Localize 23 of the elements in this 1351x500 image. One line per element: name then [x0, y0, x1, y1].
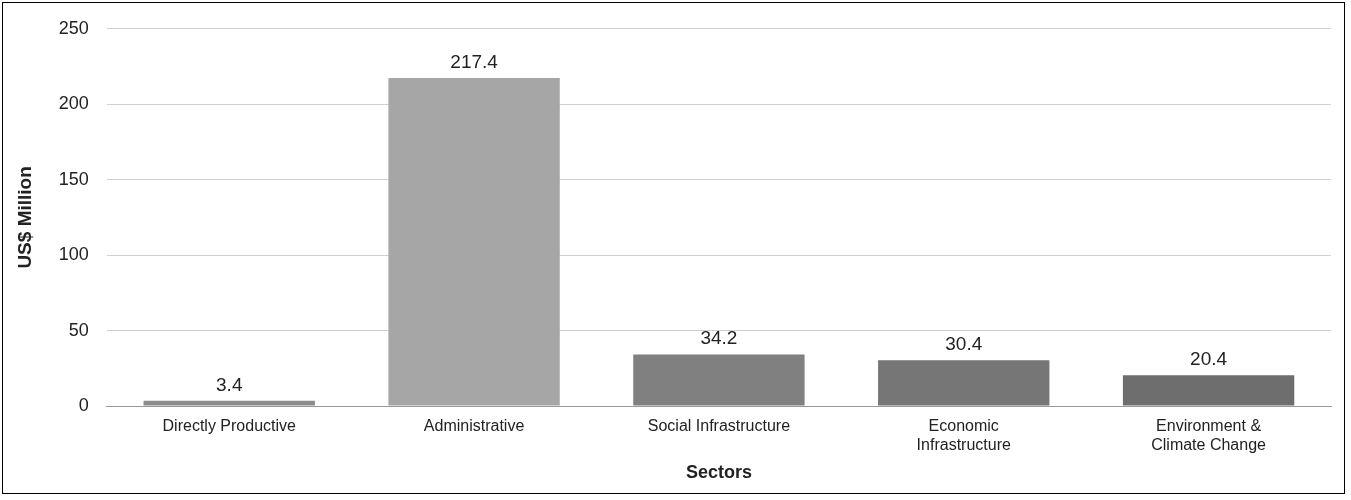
x-tick-label: Environment & Climate Change	[1151, 417, 1267, 454]
data-label: 3.4	[216, 373, 243, 395]
y-tick-label: 250	[58, 17, 89, 38]
data-label: 34.2	[700, 327, 738, 349]
x-tick-label: Directly Productive	[162, 417, 297, 435]
bar	[143, 400, 315, 406]
x-tick-label: Administrative	[423, 417, 525, 435]
bar	[878, 360, 1050, 406]
x-tick-label: Social Infrastructure	[647, 417, 791, 435]
x-tick-label: Economic Infrastructure	[916, 417, 1011, 454]
bar	[633, 354, 805, 406]
y-tick-label: 0	[78, 394, 89, 415]
data-label: 217.4	[450, 50, 499, 72]
y-axis-title: US$ Million	[13, 166, 35, 269]
y-tick-label: 150	[58, 168, 89, 189]
bar	[1122, 375, 1295, 406]
data-label: 30.4	[945, 332, 983, 354]
y-tick-label: 50	[68, 319, 89, 340]
x-axis-title: Sectors	[685, 462, 752, 483]
data-label: 20.4	[1190, 347, 1228, 369]
y-tick-label: 200	[58, 93, 89, 114]
bar	[388, 77, 560, 406]
y-tick-label: 100	[58, 244, 89, 265]
